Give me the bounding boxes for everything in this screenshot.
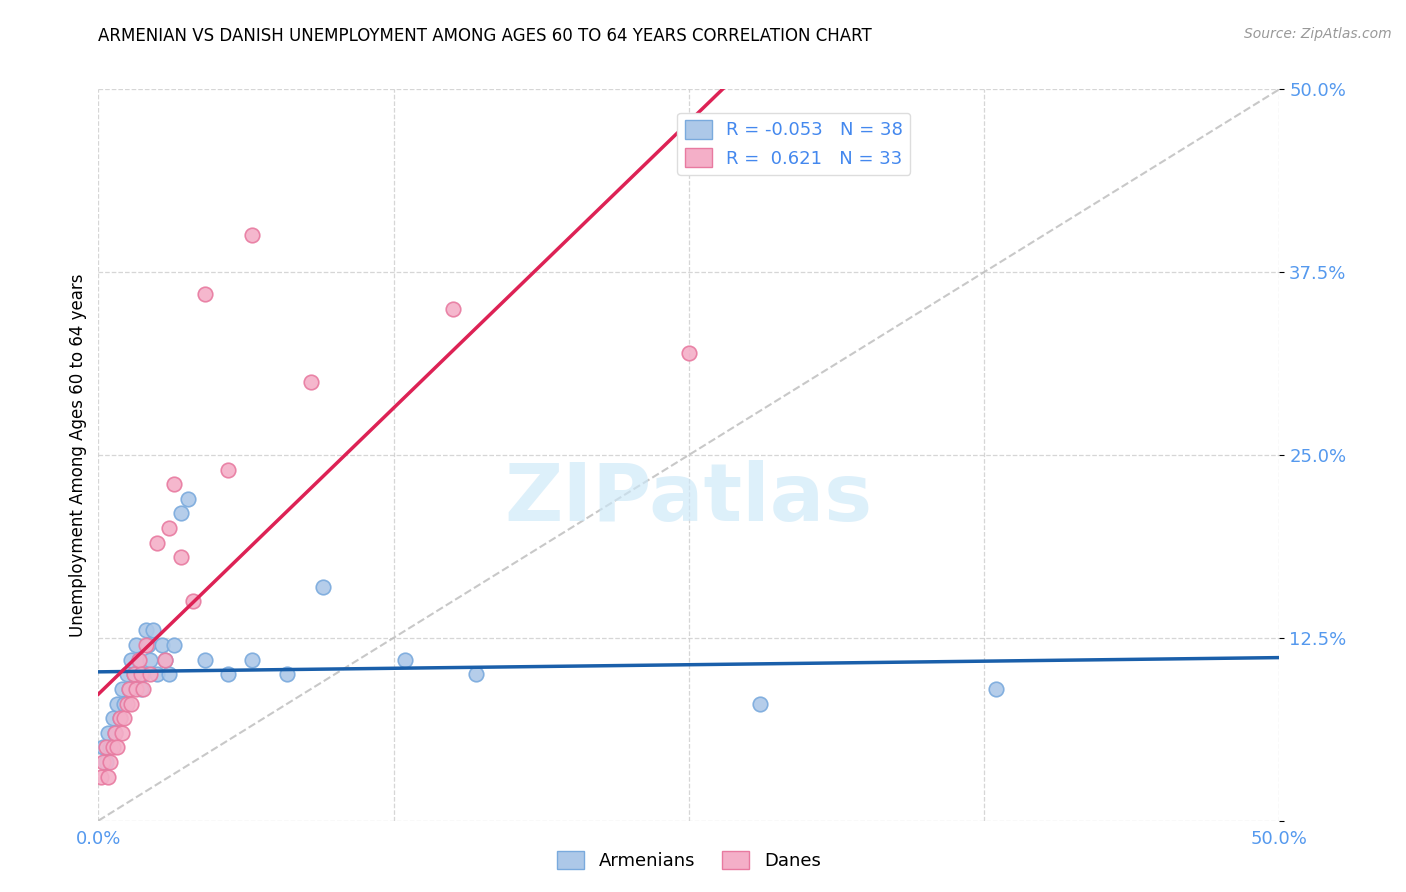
Point: [170, 550, 193, 565]
Point: [748, 697, 770, 711]
Point: [129, 681, 152, 696]
Point: [240, 228, 263, 243]
Point: [121, 697, 143, 711]
Text: ARMENIAN VS DANISH UNEMPLOYMENT AMONG AGES 60 TO 64 YEARS CORRELATION CHART: ARMENIAN VS DANISH UNEMPLOYMENT AMONG AG…: [98, 27, 872, 45]
Point: [111, 681, 134, 696]
Point: [984, 681, 1007, 696]
Point: [276, 667, 298, 681]
Point: [142, 624, 165, 638]
Point: [125, 681, 148, 696]
Point: [128, 653, 150, 667]
Point: [135, 638, 157, 652]
Point: [170, 507, 193, 521]
Point: [101, 740, 124, 755]
Point: [91, 740, 114, 755]
Point: [153, 653, 176, 667]
Point: [115, 697, 138, 711]
Point: [394, 653, 416, 667]
Point: [122, 667, 145, 681]
Point: [132, 681, 155, 696]
Point: [194, 287, 217, 301]
Point: [94, 740, 117, 755]
Point: [441, 301, 464, 316]
Point: [139, 653, 162, 667]
Point: [146, 535, 169, 549]
Point: [105, 697, 128, 711]
Point: [115, 667, 138, 681]
Point: [125, 638, 148, 652]
Point: [104, 726, 127, 740]
Point: [122, 667, 145, 681]
Point: [98, 740, 121, 755]
Point: [163, 477, 186, 491]
Point: [312, 580, 335, 594]
Point: [91, 755, 114, 769]
Point: [101, 711, 124, 725]
Point: [146, 667, 169, 681]
Point: [181, 594, 204, 608]
Point: [90, 770, 112, 784]
Point: [150, 638, 173, 652]
Point: [240, 653, 263, 667]
Point: [129, 667, 152, 681]
Point: [217, 667, 239, 681]
Text: ZIPatlas: ZIPatlas: [505, 459, 873, 538]
Point: [678, 345, 700, 359]
Point: [104, 726, 127, 740]
Point: [157, 667, 180, 681]
Point: [121, 653, 143, 667]
Point: [217, 462, 239, 476]
Point: [112, 697, 135, 711]
Point: [299, 375, 322, 389]
Point: [128, 653, 150, 667]
Point: [98, 755, 121, 769]
Point: [111, 726, 134, 740]
Point: [108, 711, 131, 725]
Point: [105, 740, 128, 755]
Point: [194, 653, 217, 667]
Point: [118, 681, 141, 696]
Point: [132, 667, 155, 681]
Point: [177, 491, 200, 506]
Point: [118, 681, 141, 696]
Point: [94, 755, 117, 769]
Point: [163, 638, 186, 652]
Point: [465, 667, 488, 681]
Point: [153, 653, 176, 667]
Text: Source: ZipAtlas.com: Source: ZipAtlas.com: [1244, 27, 1392, 41]
Point: [136, 638, 159, 652]
Point: [97, 726, 120, 740]
Y-axis label: Unemployment Among Ages 60 to 64 years: Unemployment Among Ages 60 to 64 years: [69, 273, 87, 637]
Point: [112, 711, 135, 725]
Point: [135, 624, 157, 638]
Point: [97, 770, 120, 784]
Legend: Armenians, Danes: Armenians, Danes: [550, 844, 828, 878]
Point: [139, 667, 162, 681]
Point: [108, 711, 131, 725]
Point: [157, 521, 180, 535]
